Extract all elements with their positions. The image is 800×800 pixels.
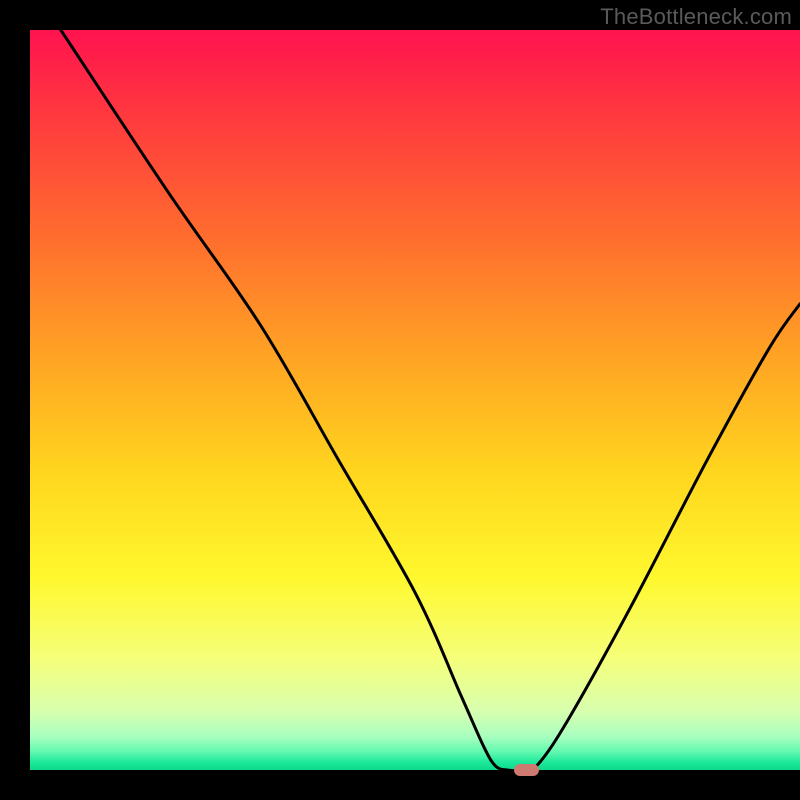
plot-background	[30, 30, 800, 770]
optimal-point-marker	[514, 764, 539, 776]
chart-container: TheBottleneck.com	[0, 0, 800, 800]
bottleneck-chart	[0, 0, 800, 800]
watermark-label: TheBottleneck.com	[600, 4, 792, 30]
